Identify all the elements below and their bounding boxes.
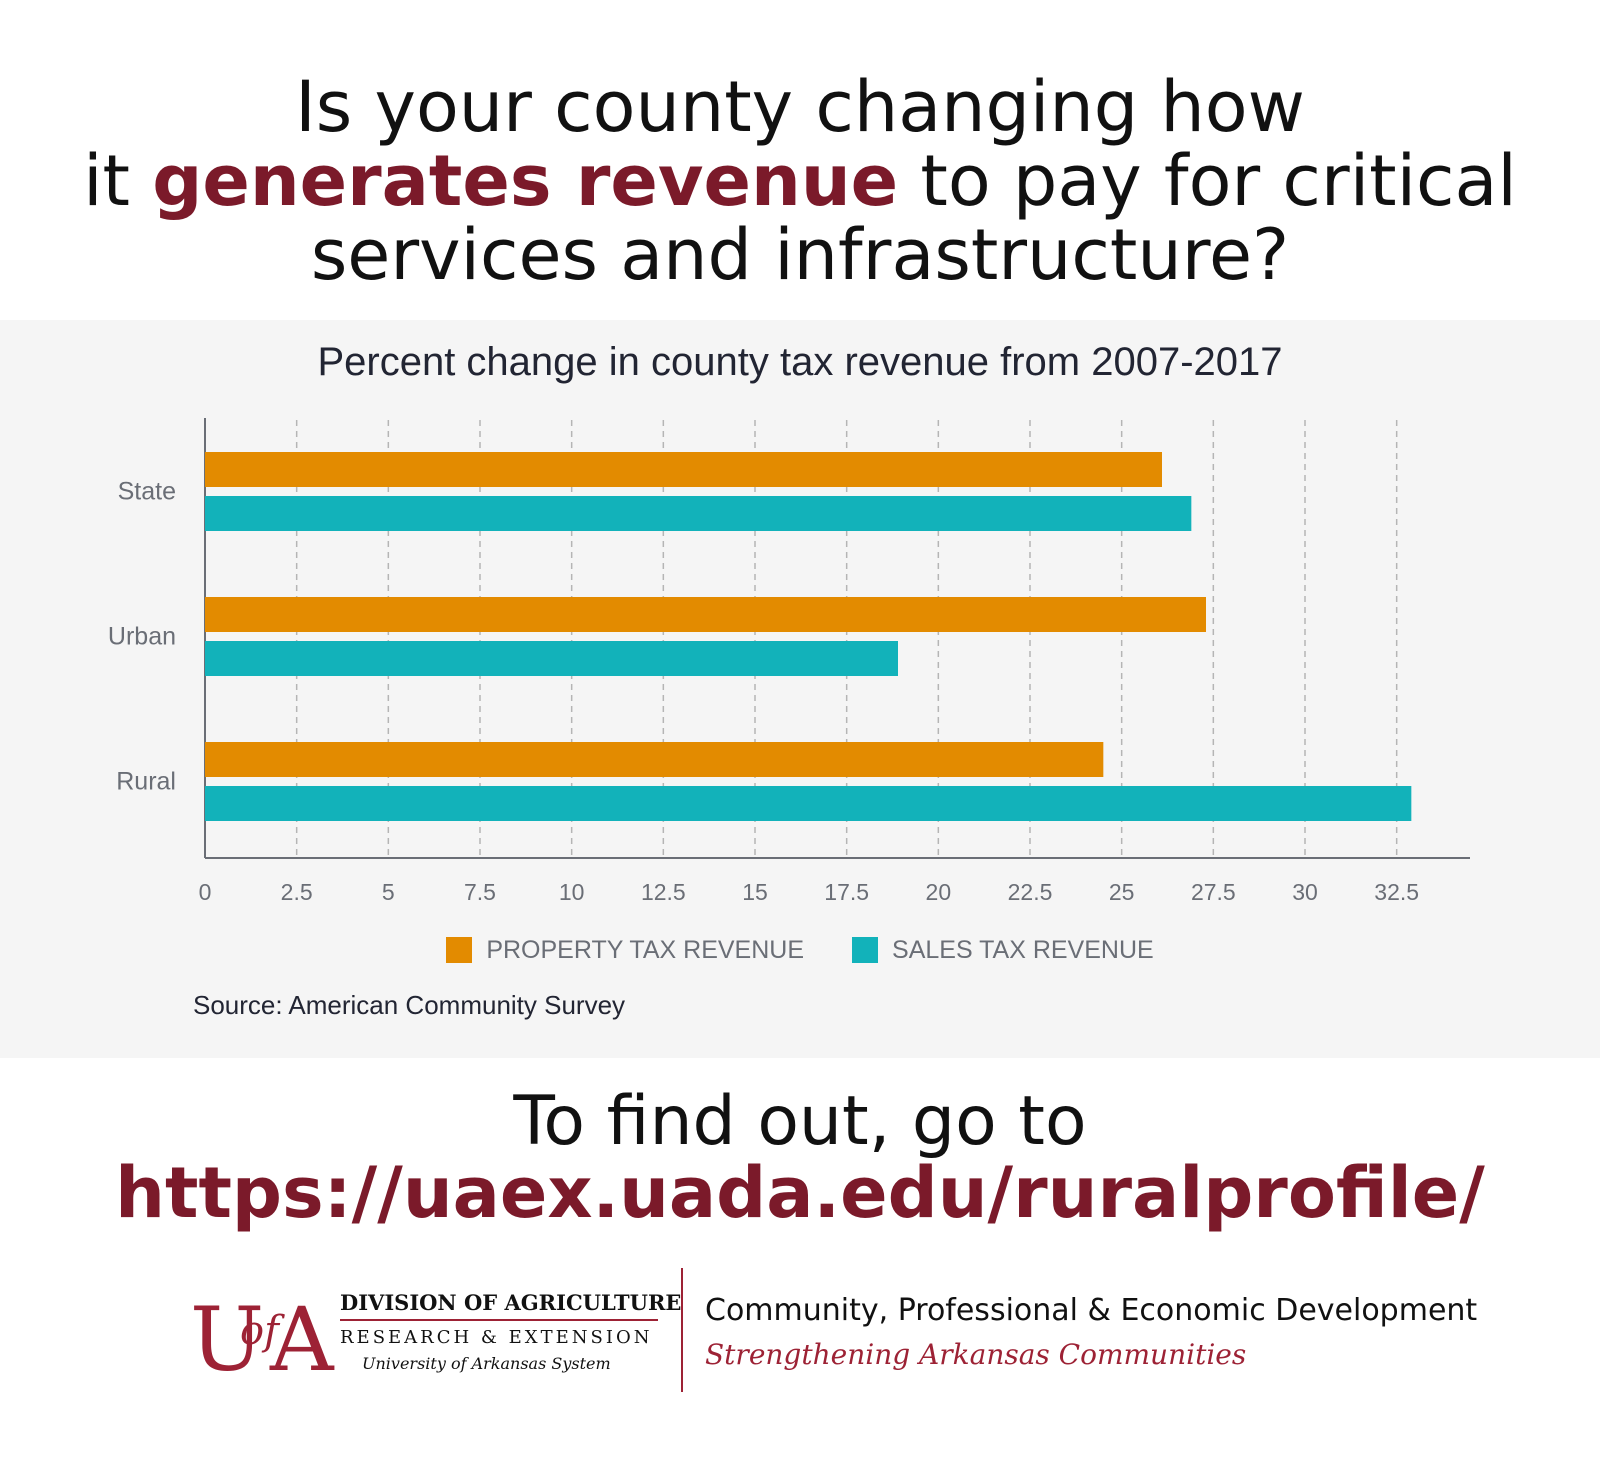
x-tick-label: 22.5 [1008, 879, 1053, 900]
svg-text:of: of [240, 1308, 285, 1354]
headline-line-2-post: to pay for critical [898, 140, 1517, 222]
bar-state-sales [205, 496, 1192, 531]
legend-item-property: PROPERTY TAX REVENUE [446, 936, 804, 965]
cta-url-link[interactable]: https://uaex.uada.edu/ruralprofile/ [115, 1152, 1485, 1234]
x-tick-label: 15 [742, 879, 768, 900]
chart-source: Source: American Community Survey [193, 990, 626, 1020]
svg-text:A: A [269, 1288, 335, 1380]
x-tick-label: 7.5 [464, 879, 496, 900]
headline: Is your county changing how it generates… [0, 70, 1600, 292]
headline-line-1: Is your county changing how [295, 66, 1305, 148]
logo-research-extension: RESEARCH & EXTENSION [340, 1327, 653, 1348]
bar-rural-sales [205, 786, 1412, 821]
x-tick-label: 2.5 [281, 879, 313, 900]
headline-line-2-pre: it [83, 140, 153, 222]
cta-text: To find out, go to [513, 1082, 1087, 1161]
chart-panel [0, 320, 1600, 1058]
y-category-label: State [118, 478, 176, 506]
legend-swatch-property [446, 937, 473, 963]
legend-item-sales: SALES TAX REVENUE [852, 936, 1154, 965]
x-tick-label: 27.5 [1191, 879, 1236, 900]
cped-title: Community, Professional & Economic Devel… [705, 1293, 1478, 1328]
legend-swatch-sales [852, 937, 879, 963]
division-logo-text: DIVISION OF AGRICULTURE RESEARCH & EXTEN… [340, 1290, 681, 1373]
x-tick-label: 32.5 [1374, 879, 1419, 900]
headline-line-2: it generates revenue to pay for critical [0, 144, 1600, 218]
bar-chart: 0 2.5 5 7.5 10 12.5 15 17.5 20 22.5 25 27.5 30 32.5 St… [108, 418, 1470, 900]
uofa-logo-icon: U of A [190, 1288, 335, 1380]
x-tick-label: 20 [926, 879, 952, 900]
y-category-label: Urban [108, 623, 176, 651]
bar-rural-property [205, 742, 1104, 777]
x-tick-label: 17.5 [824, 879, 869, 900]
chart-legend: PROPERTY TAX REVENUE SALES TAX REVENUE [0, 932, 1600, 968]
headline-highlight: generates revenue [152, 140, 899, 222]
x-tick-label: 25 [1109, 879, 1135, 900]
logo-university-system: University of Arkansas System [362, 1354, 611, 1373]
bar-urban-sales [205, 641, 898, 676]
x-tick-label: 30 [1292, 879, 1318, 900]
chart-title: Percent change in county tax revenue fro… [317, 340, 1283, 384]
legend-label-sales: SALES TAX REVENUE [892, 935, 1154, 964]
svg-text:U: U [190, 1288, 264, 1380]
x-tick-label: 5 [382, 879, 395, 900]
logo-division: DIVISION OF AGRICULTURE [340, 1290, 681, 1321]
x-tick-label: 10 [559, 879, 585, 900]
cped-tagline: Strengthening Arkansas Communities [705, 1338, 1247, 1371]
y-category-label: Rural [116, 768, 176, 796]
bar-urban-property [205, 597, 1206, 632]
legend-label-property: PROPERTY TAX REVENUE [486, 935, 805, 964]
headline-line-3: services and infrastructure? [310, 214, 1290, 296]
logo-divider [681, 1268, 683, 1392]
x-tick-label: 0 [199, 879, 212, 900]
bar-state-property [205, 452, 1162, 487]
x-tick-label: 12.5 [641, 879, 686, 900]
